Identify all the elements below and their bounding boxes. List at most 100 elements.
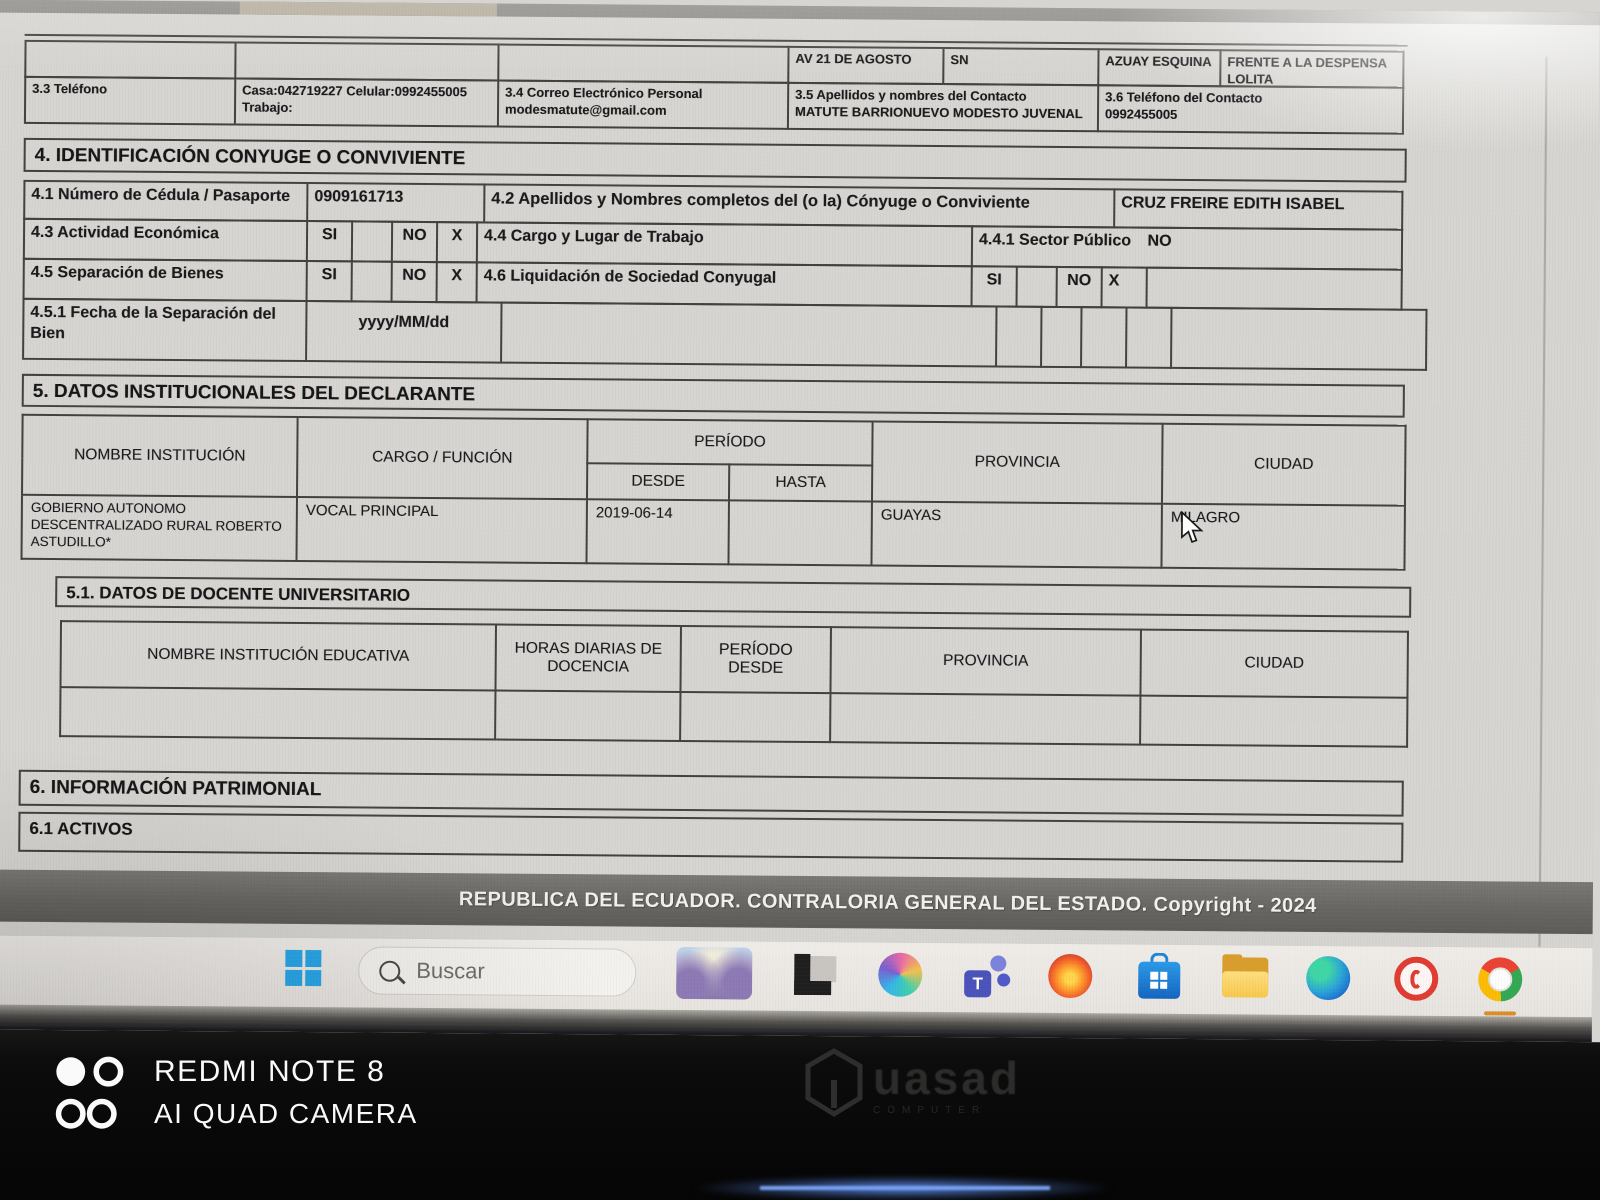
store-windows-grid (1150, 971, 1168, 989)
monitor-brand-logo: uasad COMPUTER (803, 1048, 1021, 1118)
cedula-value-cell: 0909161713 (308, 182, 486, 224)
empty-cell (997, 305, 1043, 368)
folder-front (1222, 971, 1269, 998)
contact-row: 3.3 Teléfono Casa:042719227 Celular:0992… (23, 75, 1405, 135)
separacion-no-mark-cell: X (437, 261, 478, 304)
l-app-horizontal-bar (794, 980, 832, 996)
teams-icon[interactable]: T (964, 955, 1011, 998)
phone-home: Casa:042719227 Celular:0992455005 (242, 82, 468, 100)
liquidacion-si-cell: SI (972, 265, 1018, 308)
taskbar-search[interactable] (358, 946, 637, 997)
search-input[interactable] (414, 956, 599, 987)
empty-cell (830, 693, 1141, 745)
empty-cell (60, 687, 496, 740)
phone-work: Trabajo: (241, 99, 293, 115)
cell-hasta (728, 500, 872, 566)
page-footer: REPUBLICA DEL ECUADOR. CONTRALORIA GENER… (0, 869, 1594, 935)
section5-title: 5. DATOS INSTITUCIONALES DEL DECLARANTE (21, 373, 1405, 418)
firefox-icon[interactable] (1048, 953, 1093, 999)
contact-phone-cell: 3.6 Teléfono del Contacto 0992455005 (1098, 84, 1405, 135)
l-shaped-app-icon[interactable] (790, 952, 837, 998)
power-led-line (760, 1186, 1050, 1190)
brand-name: uasad (873, 1051, 1021, 1104)
liquidacion-si-mark-cell (1017, 265, 1058, 308)
col-horas-docencia: HORAS DIARIAS DE DOCENCIA (495, 624, 681, 692)
sector-value: NO (1147, 232, 1172, 250)
sector-cell: 4.4.1 Sector Público NO (972, 225, 1404, 271)
opera-icon[interactable] (1394, 956, 1439, 1001)
actividad-no-mark-cell: X (437, 221, 479, 264)
street-number-cell: SN (944, 47, 1100, 87)
browser-tab[interactable] (239, 1, 497, 17)
chrome-icon[interactable] (1478, 957, 1523, 1002)
watermark-line1: REDMI NOTE 8 (154, 1055, 386, 1088)
mouse-cursor (1181, 510, 1204, 543)
liquidacion-no-cell: NO (1057, 265, 1103, 309)
windows-logo-icon (285, 949, 302, 967)
cell-cargo: VOCAL PRINCIPAL (296, 496, 587, 564)
copilot-icon[interactable] (878, 952, 923, 997)
windows-logo-icon (285, 969, 302, 987)
activos-bar: 6.1 ACTIVOS (18, 811, 1404, 863)
empty-cell (1147, 266, 1403, 311)
empty-cell (1042, 305, 1083, 369)
liquidacion-label-cell: 4.6 Liquidación de Sociedad Conyugal (477, 261, 973, 308)
teams-t-square: T (964, 970, 992, 998)
edge-icon[interactable] (1306, 955, 1351, 1001)
teams-circle (997, 973, 1011, 987)
windows-logo-icon (304, 950, 322, 967)
empty-cell (1082, 306, 1128, 369)
separacion-label-cell: 4.5 Separación de Bienes (22, 257, 308, 303)
contact-phone-label: 3.6 Teléfono del Contacto (1105, 89, 1263, 106)
docente-table: NOMBRE INSTITUCIÓN EDUCATIVA HORAS DIARI… (59, 620, 1409, 748)
phone-label-cell: 3.3 Teléfono (23, 75, 237, 126)
chrome-center (1488, 967, 1513, 992)
institutional-data-table: NOMBRE INSTITUCIÓN CARGO / FUNCIÓN PERÍO… (20, 414, 1406, 571)
sector-label: 4.4.1 Sector Público (978, 231, 1132, 250)
l-app-back-square (810, 956, 837, 983)
empty-cell (499, 43, 790, 84)
separacion-si-cell: SI (307, 260, 353, 303)
window-edge-line (1538, 56, 1548, 1007)
separacion-si-mark-cell (352, 260, 393, 303)
contact-names-label: 3.5 Apellidos y nombres del Contacto (795, 86, 1027, 104)
contact-names-value: MATUTE BARRIONUEVO MODESTO JUVENAL (794, 103, 1083, 122)
empty-cell (236, 41, 500, 82)
col-hasta: HASTA (728, 464, 873, 502)
conyuge-value-cell: CRUZ FREIRE EDITH ISABEL (1115, 188, 1404, 231)
contact-names-cell: 3.5 Apellidos y nombres del Contacto MAT… (788, 81, 1100, 133)
row-4-5-1: 4.5.1 Fecha de la Separación del Bien yy… (22, 297, 1428, 371)
email-cell: 3.4 Correo Electrónico Personal modesmat… (498, 79, 790, 130)
active-app-indicator (1483, 1011, 1516, 1016)
actividad-si-mark-cell (352, 220, 394, 263)
col-institucion-educativa: NOMBRE INSTITUCIÓN EDUCATIVA (60, 621, 496, 691)
cell-provincia: GUAYAS (871, 501, 1162, 568)
col-provincia: PROVINCIA (871, 421, 1163, 504)
email-label: 3.4 Correo Electrónico Personal (505, 84, 703, 102)
empty-cell (680, 691, 831, 743)
empty-cell (24, 39, 237, 80)
microsoft-store-icon[interactable] (1138, 952, 1181, 1001)
col-desde: DESDE (586, 463, 730, 501)
actividad-label-cell: 4.3 Actividad Económica (22, 217, 309, 263)
desktop-preview-icon[interactable] (676, 946, 753, 1000)
empty-cell (1140, 695, 1408, 747)
actividad-no-cell: NO (392, 220, 439, 264)
fecha-value-cell: yyyy/MM/dd (307, 300, 503, 364)
camera-watermark: REDMI NOTE 8 AI QUAD CAMERA (52, 1055, 418, 1137)
file-explorer-icon[interactable] (1222, 954, 1269, 998)
col-provincia-51: PROVINCIA (830, 627, 1141, 696)
actividad-si-cell: SI (307, 220, 354, 263)
section6-title: 6. INFORMACIÓN PATRIMONIAL (18, 769, 1404, 817)
separacion-no-cell: NO (392, 260, 438, 304)
brand-sub: COMPUTER (873, 1104, 987, 1116)
monitor-screen: AV 21 DE AGOSTO SN AZUAY ESQUINA FRENTE … (0, 0, 1600, 1042)
intersection-cell: AZUAY ESQUINA (1099, 48, 1222, 88)
monitor-bezel (0, 1020, 1600, 1200)
windows-start-button[interactable] (285, 949, 322, 987)
windows-logo-icon (304, 969, 322, 987)
street-cell: AV 21 DE AGOSTO (789, 45, 945, 86)
col-periodo: PERÍODO (587, 419, 873, 466)
empty-cell (1172, 306, 1428, 371)
cargo-label-cell: 4.4 Cargo y Lugar de Trabajo (477, 221, 974, 268)
